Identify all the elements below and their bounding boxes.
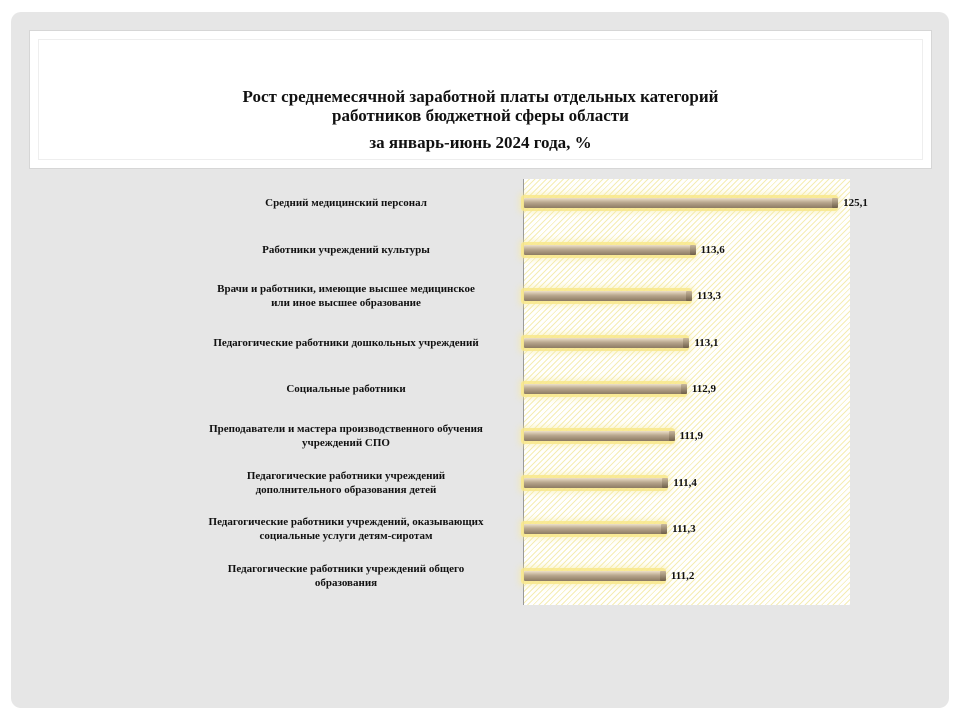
data-label: 113,6 <box>700 243 725 256</box>
bar <box>524 524 668 535</box>
category-label: Работники учреждений культуры <box>176 243 516 257</box>
data-label: 112,9 <box>691 383 717 396</box>
category-axis <box>523 179 524 605</box>
title-box-inner-border <box>38 39 923 160</box>
category-label-line: Педагогические работники дошкольных учре… <box>213 336 479 349</box>
bar <box>524 198 839 208</box>
category-label: Социальные работники <box>176 382 516 396</box>
title-line-3: за январь-июнь 2024 года, % <box>369 133 592 152</box>
category-label-line: дополнительного образования детей <box>255 483 437 496</box>
bar <box>524 337 690 348</box>
data-label: 111,3 <box>672 523 696 536</box>
category-label-line: Педагогические работники учреждений <box>246 469 446 482</box>
bar <box>524 477 669 488</box>
data-label: 111,9 <box>679 430 704 442</box>
category-label: Педагогические работники учреждений допол… <box>176 469 516 497</box>
category-label-line: Средний медицинский персонал <box>265 197 427 209</box>
category-label: Средний медицинский персонал <box>176 196 516 210</box>
category-label-line: Социальные работники <box>286 383 406 396</box>
category-label-line: учреждений СПО <box>302 437 390 449</box>
title-line-2: работников бюджетной сферы области <box>332 106 629 125</box>
bar <box>524 570 666 581</box>
slide-title: Рост среднемесячной заработной платы отд… <box>30 87 931 152</box>
bar <box>524 291 692 302</box>
data-label: 111,4 <box>673 476 697 489</box>
data-label: 111,2 <box>670 569 695 582</box>
bar <box>524 431 674 441</box>
category-label-line: Педагогические работники учреждений обще… <box>227 562 465 575</box>
category-label-line: образования <box>314 576 378 589</box>
bar <box>524 244 696 255</box>
title-box: Рост среднемесячной заработной платы отд… <box>29 30 932 169</box>
bar <box>524 384 687 395</box>
category-label: Педагогические работники учреждений обще… <box>176 562 516 590</box>
category-label: Педагогические работники учреждений, ока… <box>176 515 516 543</box>
category-label-line: Педагогические работники учреждений, ока… <box>208 516 484 529</box>
category-label-line: Преподаватели и мастера производственног… <box>209 423 483 435</box>
title-line-1: Рост среднемесячной заработной платы отд… <box>242 87 719 106</box>
data-label: 113,1 <box>694 336 719 349</box>
category-label: Врачи и работники, имеющие высшее медици… <box>176 282 516 310</box>
category-label-line: Работники учреждений культуры <box>262 243 430 256</box>
category-label-line: Врачи и работники, имеющие высшее медици… <box>217 283 475 296</box>
category-label-line: или иное высшее образование <box>271 297 421 310</box>
category-label: Педагогические работники дошкольных учре… <box>176 336 516 350</box>
data-label: 125,1 <box>843 197 868 209</box>
category-label-line: социальные услуги детям-сиротам <box>259 530 433 543</box>
data-label: 113,3 <box>696 290 721 303</box>
category-label: Преподаватели и мастера производственног… <box>176 422 516 450</box>
